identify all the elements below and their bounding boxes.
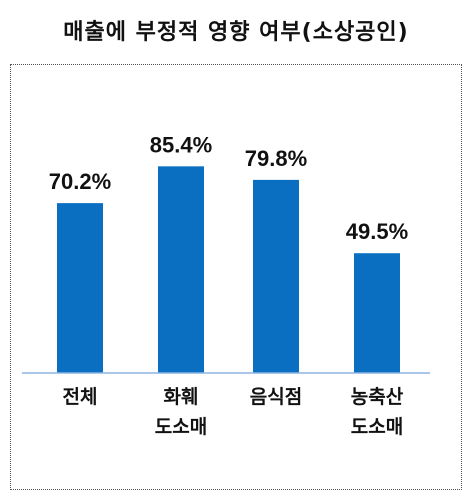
category-label-2: 음식점 — [250, 386, 302, 408]
data-label-3: 49.5% — [346, 219, 408, 244]
category-label-1: 화훼 도소매 — [155, 386, 207, 438]
bar-2 — [253, 179, 299, 373]
data-label-0: 70.2% — [49, 169, 111, 194]
bar-1 — [158, 166, 204, 373]
labels-layer: 70.2% 전체 85.4% 화훼 도소매 79.8% 음식점 49.5% 농축산 도소매 — [49, 132, 408, 438]
data-label-1: 85.4% — [150, 132, 212, 157]
bar-3 — [354, 253, 400, 373]
bars-layer — [57, 166, 400, 373]
category-label-0: 전체 — [63, 386, 98, 408]
chart-title: 매출에 부정적 영향 여부(소상공인) — [63, 20, 409, 45]
data-label-2: 79.8% — [245, 146, 307, 171]
bar-0 — [57, 203, 103, 373]
chart-frame — [10, 64, 462, 490]
category-label-3: 농축산 도소매 — [351, 386, 404, 438]
